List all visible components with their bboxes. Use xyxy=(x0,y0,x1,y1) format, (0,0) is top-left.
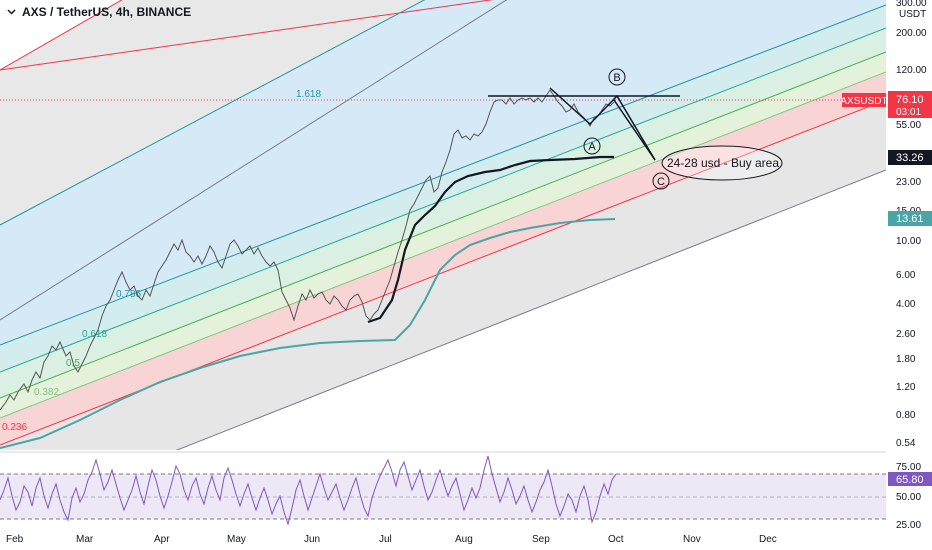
price-tag xyxy=(888,91,932,118)
chart-title[interactable]: AXS / TetherUS, 4h, BINANCE xyxy=(22,5,192,19)
price-tick: 1.20 xyxy=(896,382,916,393)
price-tick: 200.00 xyxy=(896,28,927,39)
price-tick: 10.00 xyxy=(896,236,921,247)
chevron-down-icon[interactable] xyxy=(6,6,17,17)
price-series xyxy=(0,89,615,411)
level-tag-ma xyxy=(888,211,932,226)
price-tick: 1.80 xyxy=(896,354,916,365)
fib-band-green2 xyxy=(0,52,886,418)
price-tick: 120.00 xyxy=(896,65,927,76)
time-tick: Mar xyxy=(76,534,94,545)
price-unit-label: USDT xyxy=(899,9,926,20)
black-ma-line xyxy=(367,155,614,324)
price-tick: 4.00 xyxy=(896,299,916,310)
fib-label-0236: 0.236 xyxy=(2,422,27,433)
time-tick: Oct xyxy=(608,534,624,545)
price-tick: 2.60 xyxy=(896,329,916,340)
buy-area-label: 24-28 usd - Buy area xyxy=(667,156,779,170)
time-tick: May xyxy=(227,534,246,545)
wave-label-b: B xyxy=(613,72,620,84)
wave-label-a: A xyxy=(588,141,596,153)
price-tick: 6.00 xyxy=(896,270,916,281)
rsi-value-tag xyxy=(888,472,932,486)
rsi-value: 65.80 xyxy=(896,474,924,486)
rsi-tick: 50.00 xyxy=(896,492,921,503)
rsi-tick: 25.00 xyxy=(896,520,921,531)
time-tick: Apr xyxy=(154,534,170,545)
fib-label-1618: 1.618 xyxy=(296,89,321,100)
price-tag-countdown: 03:01 xyxy=(896,107,921,118)
time-tick: Aug xyxy=(455,534,473,545)
wave-label-c: C xyxy=(657,176,665,188)
fib-label-0382: 0.382 xyxy=(34,387,59,398)
fib-band-blue xyxy=(0,0,886,345)
time-tick: Sep xyxy=(532,534,550,545)
fib-label-0618: 0.618 xyxy=(82,329,107,340)
fib-label-0786: 0.786 xyxy=(116,289,141,300)
time-tick: Nov xyxy=(683,534,701,545)
buy-area-annotation: 24-28 usd - Buy area xyxy=(661,145,783,181)
rsi-panel xyxy=(0,455,886,526)
abc-path xyxy=(549,87,656,161)
price-panel: 1.618 0.786 0.618 0.5 0.382 0.236 B A xyxy=(0,0,886,450)
wave-drawing xyxy=(488,87,680,161)
price-tick: 55.00 xyxy=(896,120,921,131)
fib-band-green1 xyxy=(0,28,886,398)
symbol-tag-label: AXSUSDT xyxy=(840,96,887,107)
moving-average-line xyxy=(0,218,616,449)
price-tick: 300.00 xyxy=(896,0,927,9)
time-tick: Jul xyxy=(379,534,392,545)
time-axis[interactable]: Feb Mar Apr May Jun Jul Aug Sep Oct Nov … xyxy=(0,528,886,550)
fib-band-red xyxy=(0,72,886,445)
level-tag-dark-value: 33.26 xyxy=(896,152,924,164)
time-tick: Feb xyxy=(6,534,24,545)
rsi-line xyxy=(0,455,617,526)
wave-labels: B A C xyxy=(583,68,670,190)
level-tag-ma-value: 13.61 xyxy=(896,213,924,225)
time-tick: Jun xyxy=(304,534,320,545)
price-tick: 0.80 xyxy=(896,410,916,421)
rsi-tick: 75.00 xyxy=(896,462,921,473)
price-tag-value: 76.10 xyxy=(896,94,924,106)
price-axis[interactable]: 300.00 USDT 200.00 120.00 55.00 23.00 15… xyxy=(840,0,932,550)
time-tick: Dec xyxy=(759,534,777,545)
price-tick: 0.54 xyxy=(896,438,916,449)
level-tag-dark xyxy=(888,150,932,165)
price-tick: 23.00 xyxy=(896,177,921,188)
arrow-line xyxy=(613,99,656,161)
symbol-tag xyxy=(842,93,886,107)
fib-channel xyxy=(0,0,886,450)
